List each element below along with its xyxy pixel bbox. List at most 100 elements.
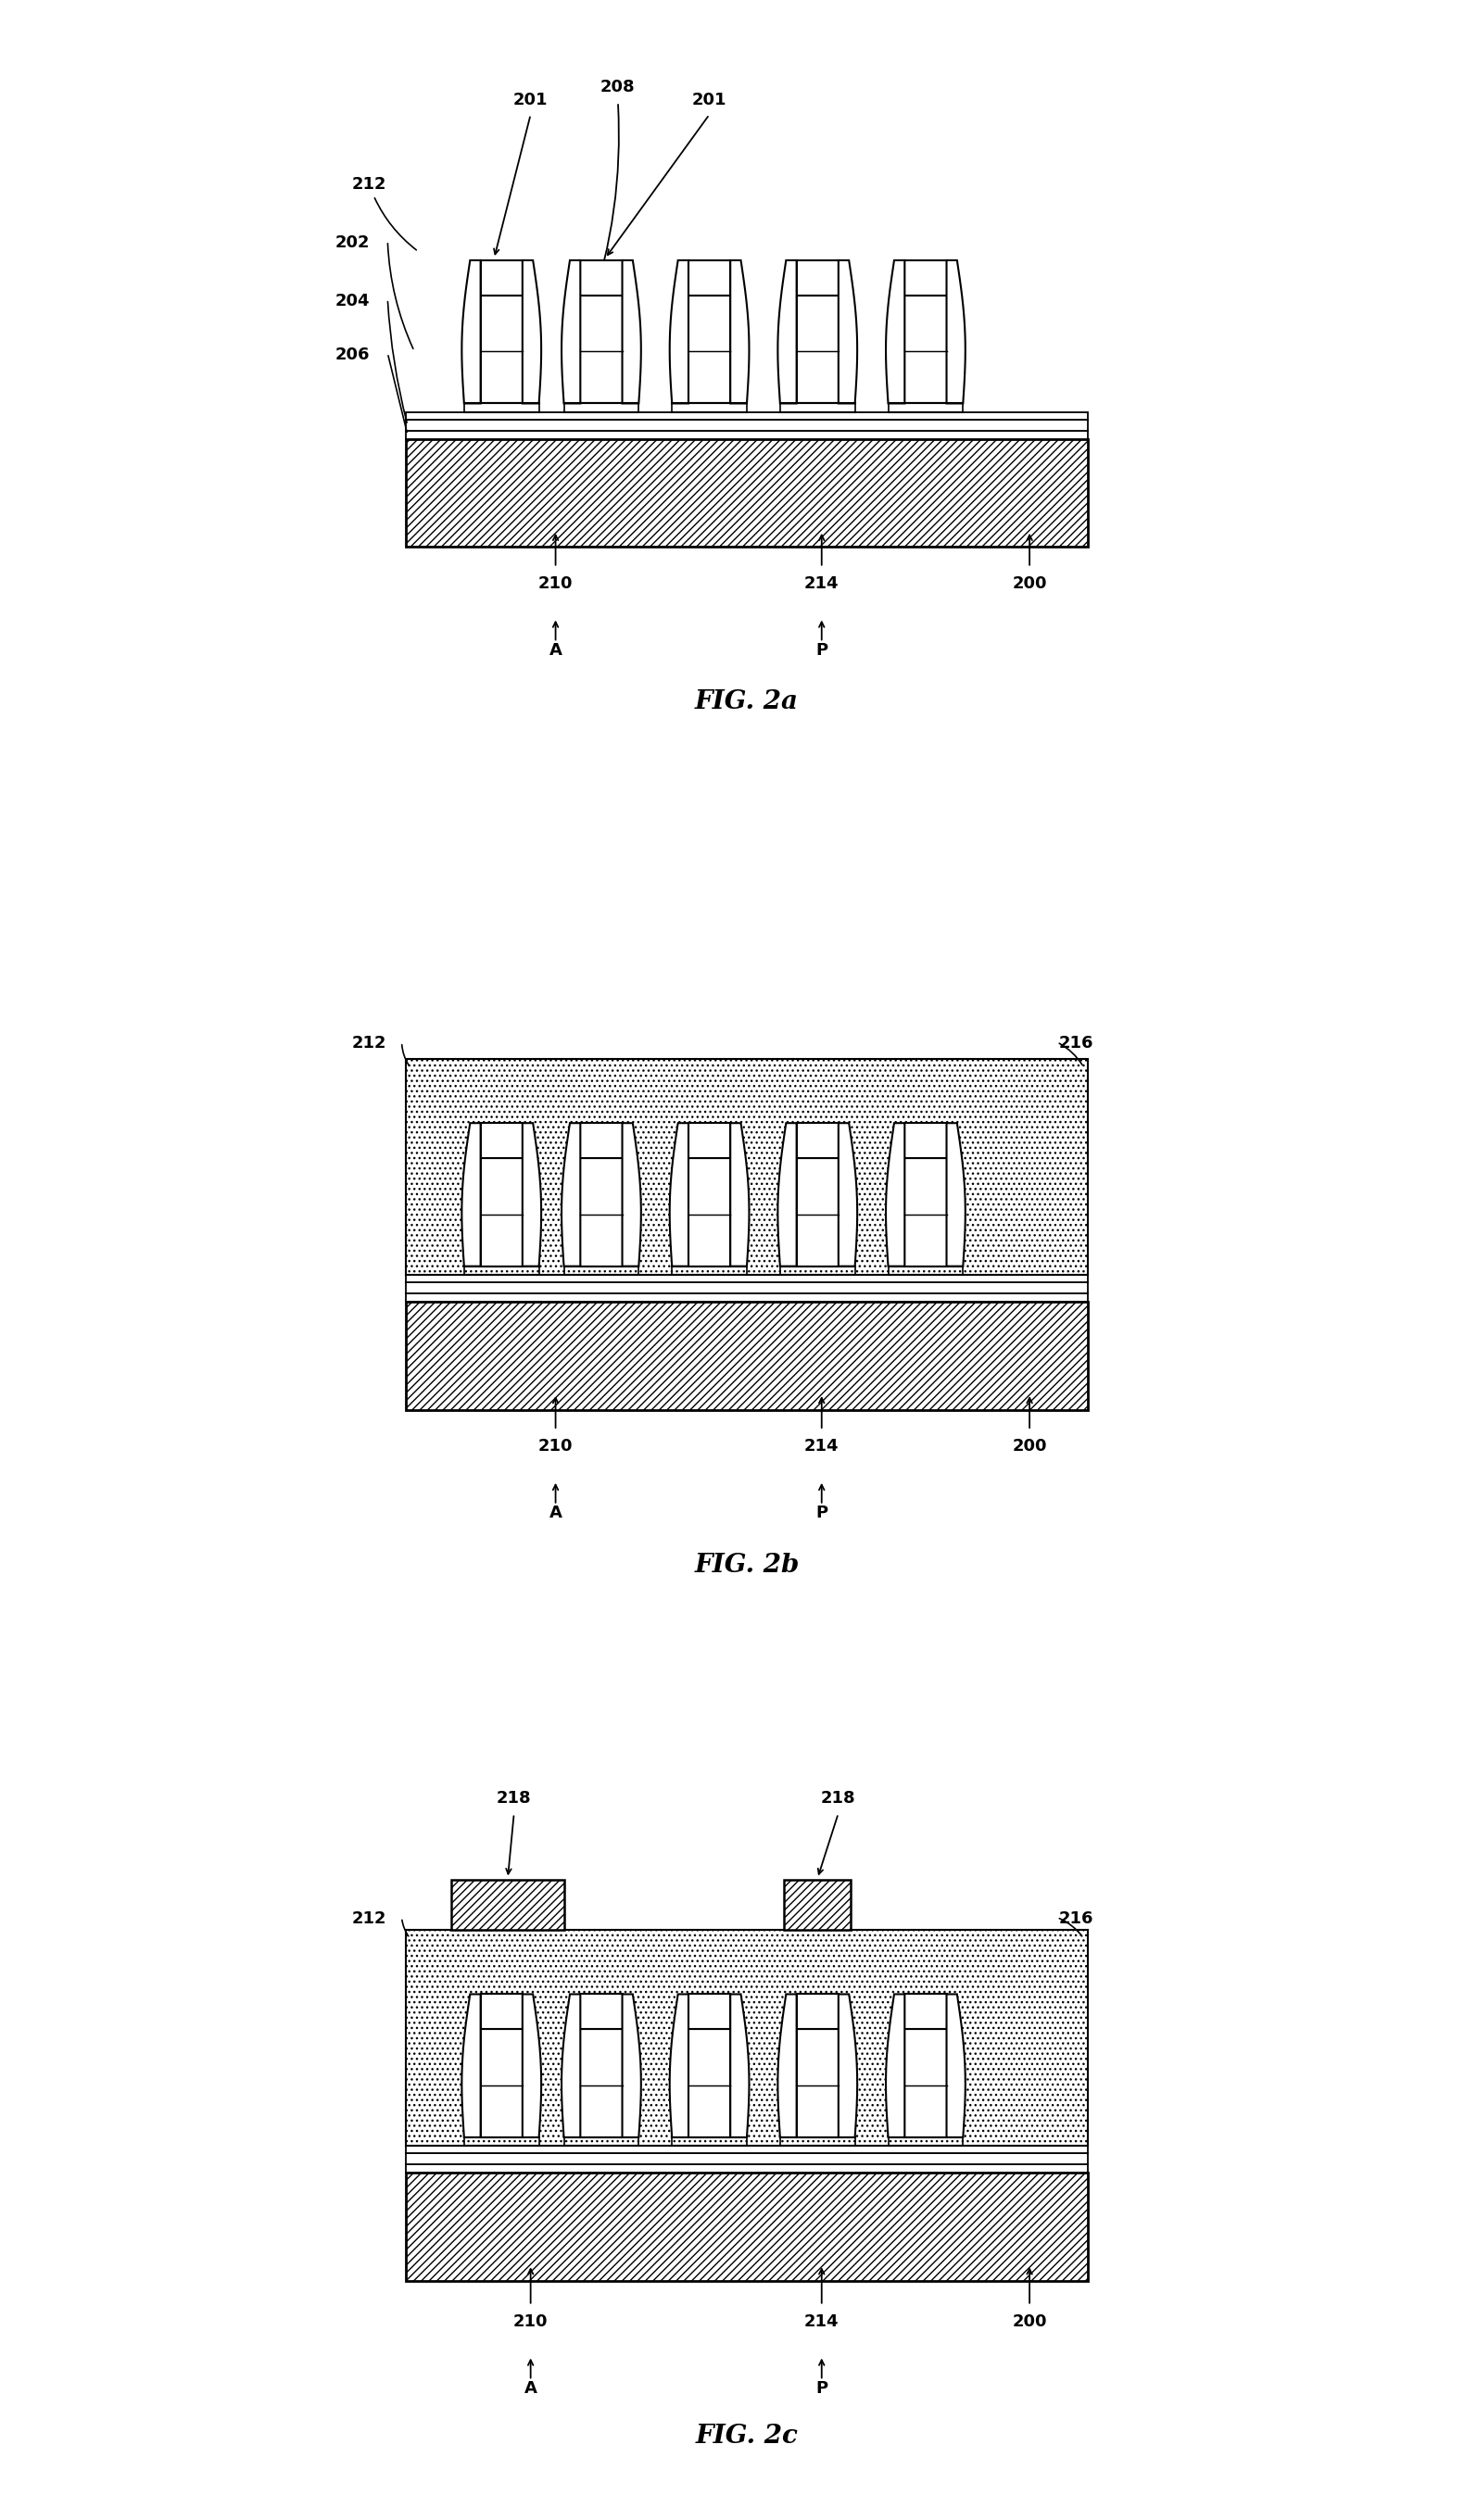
Polygon shape — [886, 1124, 904, 1265]
Bar — [904, 295, 947, 403]
Polygon shape — [561, 1993, 580, 2137]
Text: P: P — [815, 2379, 827, 2397]
Bar — [904, 1159, 947, 1265]
Polygon shape — [778, 1993, 796, 2137]
Text: 200: 200 — [1012, 1439, 1047, 1454]
Bar — [796, 1993, 839, 2029]
Bar — [406, 2172, 1087, 2281]
Polygon shape — [778, 1124, 796, 1265]
Text: A: A — [549, 643, 561, 658]
Polygon shape — [886, 260, 904, 403]
Bar — [406, 2165, 1087, 2172]
Bar — [904, 2029, 947, 2137]
Text: 218: 218 — [496, 1789, 532, 1807]
Polygon shape — [730, 1993, 749, 2137]
Bar — [580, 1993, 622, 2029]
Bar — [688, 260, 730, 295]
Bar — [688, 1159, 730, 1265]
Polygon shape — [669, 260, 688, 403]
Text: 202: 202 — [335, 234, 369, 252]
Text: FIG. 2b: FIG. 2b — [694, 1552, 799, 1578]
Bar — [580, 295, 622, 403]
Text: 201: 201 — [693, 91, 727, 108]
Text: 208: 208 — [601, 78, 635, 96]
Bar — [796, 1159, 839, 1265]
Polygon shape — [561, 260, 580, 403]
Bar — [580, 2029, 622, 2137]
Bar — [406, 438, 1087, 547]
Bar — [904, 1993, 947, 2029]
Bar — [406, 413, 1087, 421]
Text: 216: 216 — [1059, 1910, 1093, 1928]
Bar — [406, 1275, 1087, 1283]
Polygon shape — [462, 1993, 480, 2137]
Bar — [904, 260, 947, 295]
Text: 212: 212 — [352, 176, 417, 249]
Bar — [904, 1124, 947, 1159]
Bar — [688, 2029, 730, 2137]
Bar — [480, 1993, 523, 2029]
Polygon shape — [669, 1993, 688, 2137]
Polygon shape — [778, 260, 796, 403]
Polygon shape — [839, 260, 857, 403]
Text: 200: 200 — [1012, 2313, 1047, 2331]
Bar — [480, 295, 523, 403]
Polygon shape — [523, 1124, 541, 1265]
Text: 210: 210 — [513, 2313, 548, 2331]
Bar — [796, 1124, 839, 1159]
Polygon shape — [622, 1993, 641, 2137]
Bar — [406, 1283, 1087, 1293]
Text: 218: 218 — [821, 1789, 855, 1807]
Bar — [796, 295, 839, 403]
Text: 216: 216 — [1059, 1036, 1093, 1051]
Polygon shape — [839, 1124, 857, 1265]
Bar — [406, 1293, 1087, 1300]
Bar — [480, 1159, 523, 1265]
Bar — [688, 295, 730, 403]
Bar — [580, 1159, 622, 1265]
Polygon shape — [622, 260, 641, 403]
Polygon shape — [561, 1124, 580, 1265]
Text: 212: 212 — [352, 1036, 387, 1051]
Bar — [480, 260, 523, 295]
Bar — [406, 431, 1087, 438]
Text: 200: 200 — [1012, 575, 1047, 592]
Bar — [406, 1930, 1087, 2147]
Bar — [480, 1124, 523, 1159]
Bar — [796, 2029, 839, 2137]
Bar — [784, 1880, 851, 1930]
Text: 214: 214 — [805, 1439, 839, 1454]
Bar — [406, 421, 1087, 431]
Polygon shape — [523, 1993, 541, 2137]
Bar — [480, 2029, 523, 2137]
Polygon shape — [886, 1993, 904, 2137]
Text: FIG. 2c: FIG. 2c — [696, 2424, 798, 2449]
Bar — [406, 2147, 1087, 2155]
Bar — [406, 1058, 1087, 1275]
Bar — [406, 2155, 1087, 2165]
Bar — [452, 1880, 564, 1930]
Text: 210: 210 — [538, 575, 573, 592]
Polygon shape — [622, 1124, 641, 1265]
Polygon shape — [947, 1993, 966, 2137]
Text: 201: 201 — [513, 91, 548, 108]
Polygon shape — [669, 1124, 688, 1265]
Text: 214: 214 — [805, 2313, 839, 2331]
Text: 206: 206 — [335, 348, 369, 363]
Text: A: A — [549, 1504, 561, 1522]
Text: P: P — [815, 643, 827, 658]
Polygon shape — [947, 1124, 966, 1265]
Text: 212: 212 — [352, 1910, 387, 1928]
Text: 214: 214 — [805, 575, 839, 592]
Polygon shape — [462, 1124, 480, 1265]
Bar — [688, 1124, 730, 1159]
Bar — [796, 260, 839, 295]
Text: P: P — [815, 1504, 827, 1522]
Bar — [580, 1124, 622, 1159]
Text: 210: 210 — [538, 1439, 573, 1454]
Text: 204: 204 — [335, 292, 369, 310]
Bar — [688, 1993, 730, 2029]
Polygon shape — [523, 260, 541, 403]
Text: A: A — [524, 2379, 538, 2397]
Bar — [406, 1300, 1087, 1409]
